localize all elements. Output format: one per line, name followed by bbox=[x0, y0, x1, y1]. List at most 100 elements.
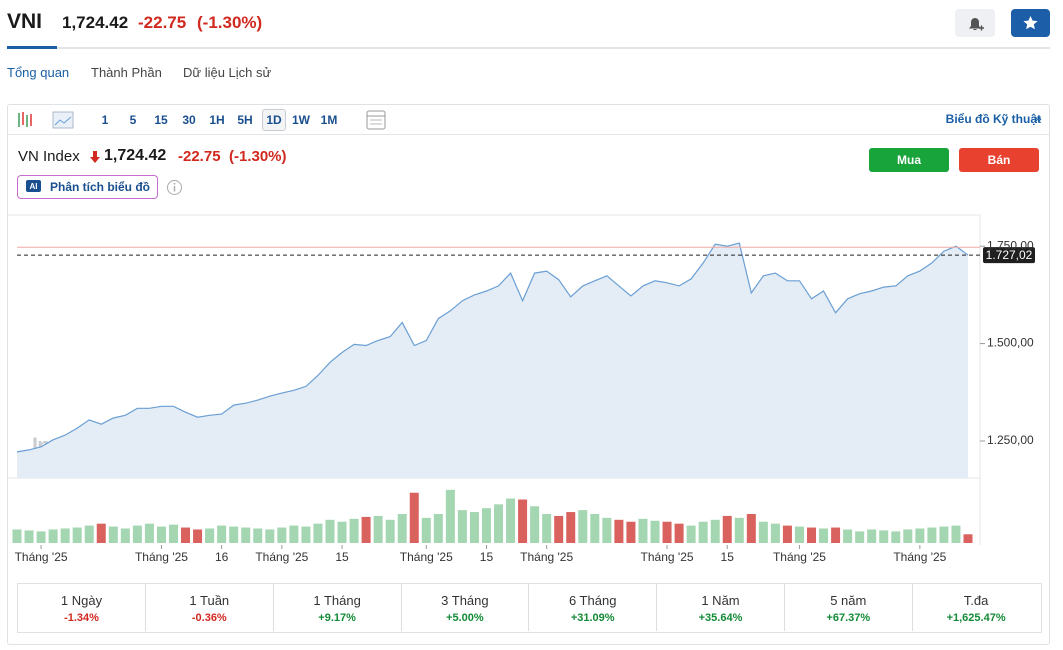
volume-bar bbox=[578, 510, 588, 543]
volume-bar bbox=[217, 525, 227, 543]
interval-button[interactable]: 1M bbox=[320, 113, 338, 127]
tab[interactable]: Dữ liệu Lịch sử bbox=[183, 65, 272, 80]
volume-bar bbox=[289, 525, 299, 543]
performance-cell[interactable]: 1 Tháng +9.17% bbox=[274, 583, 402, 631]
performance-cell[interactable]: 6 Tháng +31.09% bbox=[529, 583, 658, 631]
volume-bar bbox=[144, 523, 154, 543]
volume-bar bbox=[481, 508, 491, 543]
change-pct: (-1.30%) bbox=[197, 13, 263, 32]
performance-cell[interactable]: T.đa +1,625.47% bbox=[913, 583, 1040, 631]
interval-button[interactable]: 1H bbox=[209, 113, 225, 127]
technical-link[interactable]: Biểu đồ Kỹ thuật bbox=[945, 112, 1041, 126]
period-change: +67.37% bbox=[826, 612, 871, 624]
period-label: T.đa bbox=[963, 593, 989, 608]
info-icon[interactable] bbox=[166, 179, 183, 196]
volume-bar bbox=[421, 517, 431, 543]
volume-bar bbox=[181, 527, 191, 543]
x-tick-label: 15 bbox=[480, 550, 494, 564]
performance-cell[interactable]: 1 Năm +35.64% bbox=[657, 583, 785, 631]
chart-type-icons[interactable] bbox=[15, 110, 95, 130]
svg-text:AI: AI bbox=[30, 182, 38, 191]
volume-bar bbox=[433, 514, 443, 543]
volume-bar bbox=[325, 519, 335, 543]
volume-bar bbox=[24, 530, 34, 543]
ai-button[interactable]: AI Phân tích biểu đồ bbox=[17, 175, 158, 199]
active-indicator bbox=[7, 46, 57, 49]
volume-bar bbox=[241, 527, 251, 543]
performance-table bbox=[17, 583, 1042, 633]
period-label: 1 Năm bbox=[701, 593, 740, 608]
interval-button[interactable]: 15 bbox=[154, 113, 168, 127]
volume-bar bbox=[457, 510, 467, 543]
volume-bar bbox=[469, 512, 479, 543]
volume-bar bbox=[903, 529, 913, 543]
period-change: +5.00% bbox=[446, 612, 484, 624]
volume-bar bbox=[770, 523, 780, 543]
chart-price: 1,724.42 bbox=[104, 147, 167, 164]
period-label: 5 năm bbox=[830, 593, 867, 608]
x-tick-label: Tháng '25 bbox=[773, 550, 826, 564]
bell-icon bbox=[969, 18, 984, 31]
x-tick-label: Tháng '25 bbox=[893, 550, 946, 564]
x-tick-label: Tháng '25 bbox=[15, 550, 68, 564]
volume-bar bbox=[891, 531, 901, 543]
ai-icon: AI bbox=[26, 180, 41, 192]
volume-bar bbox=[951, 525, 961, 543]
last-price-box bbox=[983, 247, 1035, 264]
period-change: -0.36% bbox=[191, 612, 227, 624]
volume-bar bbox=[445, 489, 455, 543]
period-change: +31.09% bbox=[570, 612, 615, 624]
volume-bar bbox=[686, 525, 696, 543]
volume-bar bbox=[373, 515, 383, 543]
interval-button[interactable]: 5 bbox=[129, 113, 137, 127]
volume-bar bbox=[638, 518, 648, 543]
interval-button[interactable]: 5H bbox=[237, 113, 253, 127]
x-tick-label: 15 bbox=[335, 550, 349, 564]
price: 1,724.42 bbox=[62, 13, 129, 32]
volume-bar bbox=[518, 499, 528, 543]
performance-cell[interactable]: 1 Tuần -0.36% bbox=[146, 583, 274, 631]
watchlist-button[interactable] bbox=[1011, 9, 1050, 37]
volume-bar bbox=[746, 514, 756, 543]
period-label: 1 Ngày bbox=[60, 593, 103, 608]
x-tick-label: 15 bbox=[721, 550, 735, 564]
layout-icon[interactable] bbox=[365, 109, 387, 131]
tab[interactable]: Thành Phần bbox=[91, 65, 162, 80]
volume-bar bbox=[626, 521, 636, 543]
buy-button[interactable]: Mua bbox=[869, 148, 949, 172]
performance-cell[interactable]: 5 năm +67.37% bbox=[785, 583, 913, 631]
volume-bar bbox=[265, 529, 275, 543]
chart-change-pct: (-1.30%) bbox=[229, 148, 287, 165]
period-label: 1 Tuần bbox=[189, 593, 230, 608]
interval-button[interactable]: 1W bbox=[292, 113, 310, 127]
performance-cell[interactable]: 1 Ngày -1.34% bbox=[18, 583, 146, 631]
star-icon bbox=[1023, 16, 1038, 30]
interval-button[interactable]: 30 bbox=[182, 113, 196, 127]
period-change: +35.64% bbox=[698, 612, 743, 624]
period-label: 6 Tháng bbox=[568, 593, 617, 608]
volume-bar bbox=[758, 521, 768, 543]
volume-bar bbox=[337, 521, 347, 543]
volume-bar bbox=[96, 523, 106, 543]
volume-bar bbox=[193, 529, 203, 543]
alert-button[interactable] bbox=[955, 9, 995, 37]
volume-bar bbox=[120, 528, 130, 543]
y-tick-label: 1.250,00 bbox=[987, 433, 1034, 447]
volume-bar bbox=[819, 528, 829, 543]
x-tick-label: Tháng '25 bbox=[400, 550, 453, 564]
interval-button[interactable]: 1 bbox=[101, 113, 109, 127]
volume-bar bbox=[590, 514, 600, 543]
header-divider bbox=[7, 47, 1050, 49]
volume-bar bbox=[385, 519, 395, 543]
volume-bar bbox=[782, 525, 792, 543]
sell-button[interactable]: Bán bbox=[959, 148, 1039, 172]
volume-bar bbox=[843, 529, 853, 543]
performance-cell[interactable]: 3 Tháng +5.00% bbox=[401, 583, 530, 631]
interval-button[interactable]: 1D bbox=[262, 109, 286, 131]
tab[interactable]: Tổng quan bbox=[7, 65, 70, 80]
price-area bbox=[17, 243, 968, 478]
ai-label: Phân tích biểu đồ bbox=[50, 180, 151, 194]
x-tick-label: Tháng '25 bbox=[520, 550, 573, 564]
volume-bar bbox=[915, 528, 925, 543]
